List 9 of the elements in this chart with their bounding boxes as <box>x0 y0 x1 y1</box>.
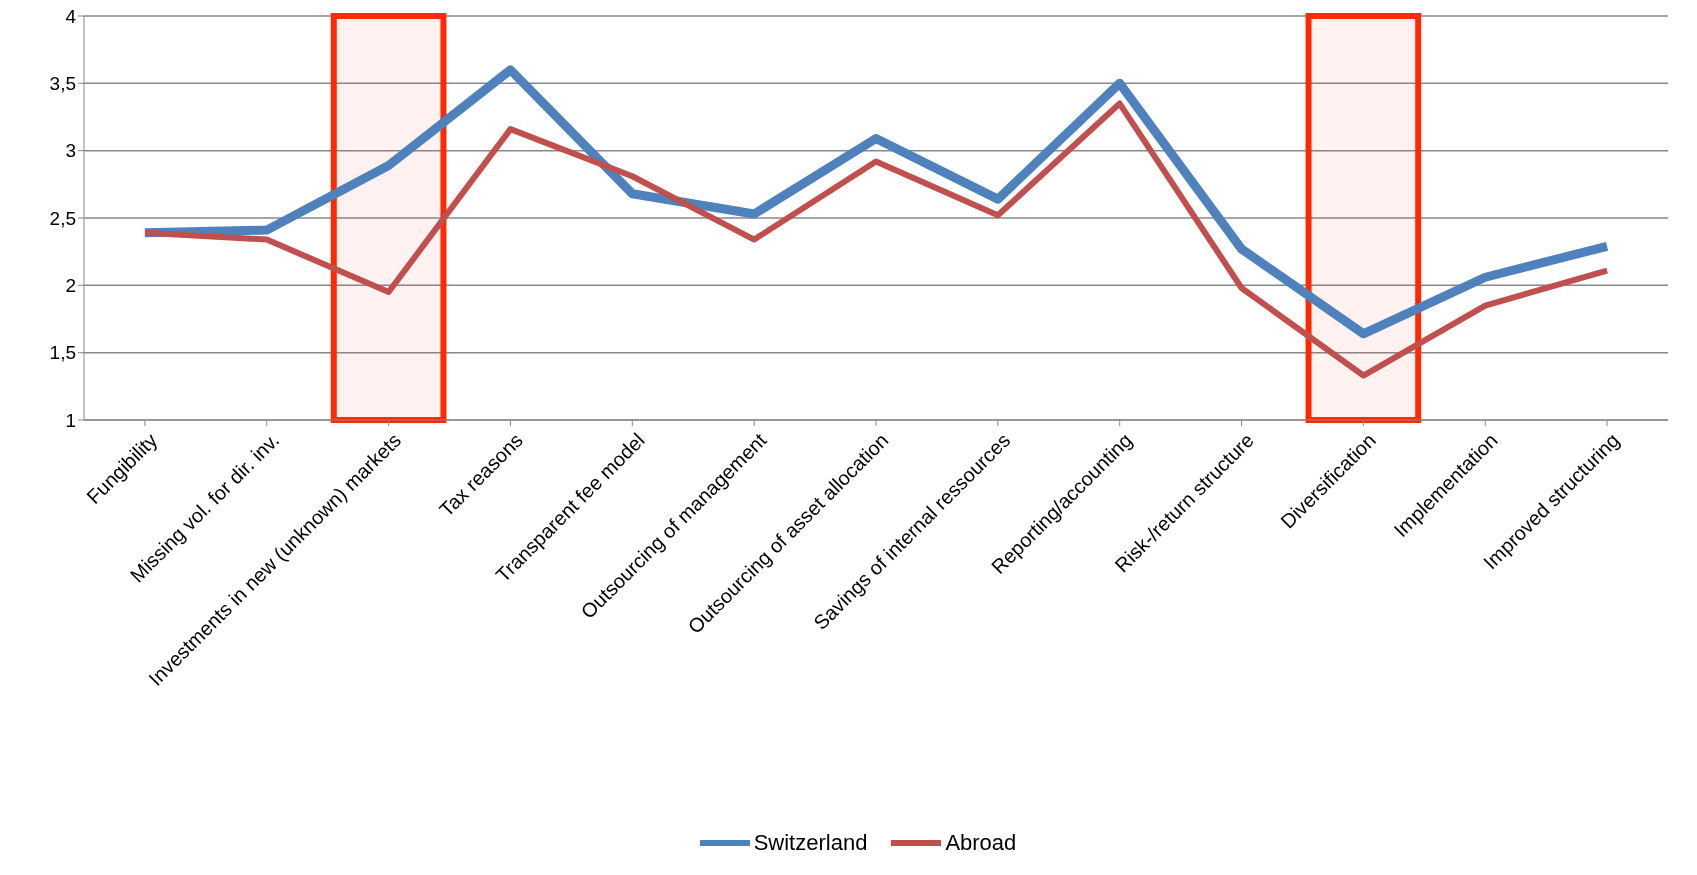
y-tick-label: 3 <box>65 140 76 162</box>
y-tick-label: 2 <box>65 275 76 297</box>
y-tick-label: 3,5 <box>49 73 76 95</box>
legend-label: Abroad <box>945 830 1017 856</box>
y-tick-label: 4 <box>65 5 77 27</box>
legend-label: Switzerland <box>753 830 868 856</box>
y-tick-label: 1,5 <box>49 342 76 364</box>
y-tick-label: 2,5 <box>49 207 76 229</box>
y-tick-label: 1 <box>65 409 76 431</box>
